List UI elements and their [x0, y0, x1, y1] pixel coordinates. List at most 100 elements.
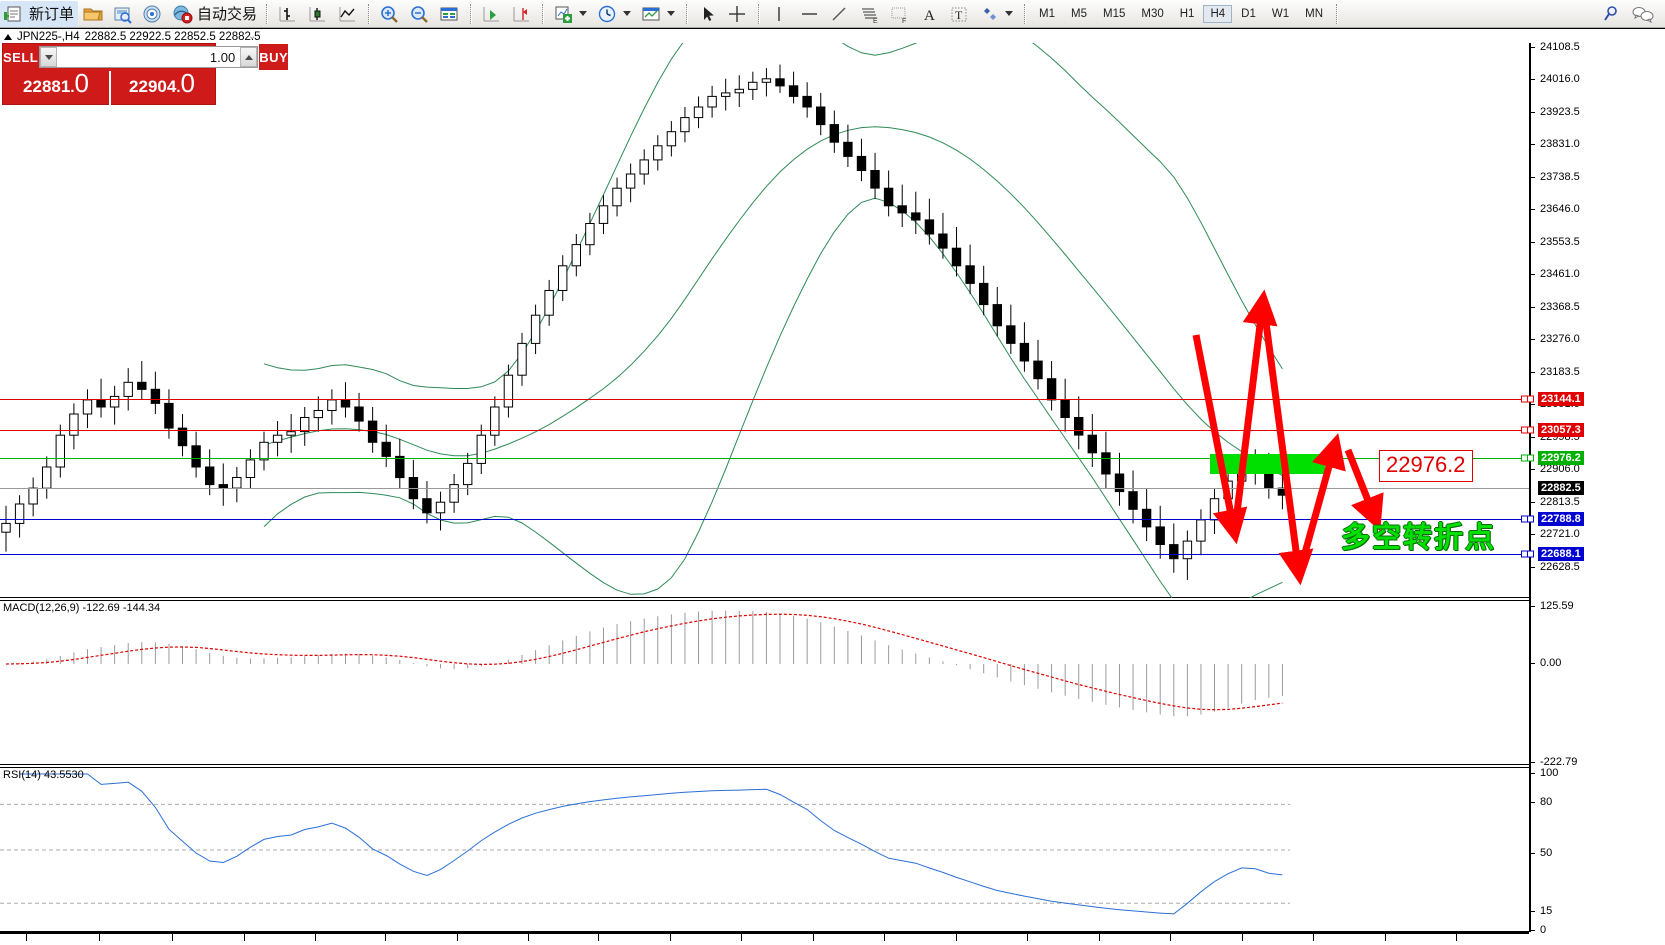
price-scale-tick-label: 22721.0	[1540, 528, 1580, 540]
level-line-support-1[interactable]	[0, 519, 1529, 520]
time-tick-mark	[243, 934, 245, 941]
zoom-out-button[interactable]	[405, 1, 435, 27]
print-preview-button[interactable]	[108, 1, 138, 27]
buy-price[interactable]: 22904 . 0	[109, 70, 215, 104]
scale-tag-resistance-1[interactable]: 23144.1	[1538, 392, 1584, 406]
symbol-ohlc: 22882.5 22922.5 22852.5 22882.5	[84, 31, 261, 43]
volume-stepper[interactable]	[39, 46, 259, 68]
timeframe-m30[interactable]: M30	[1141, 7, 1164, 20]
crosshair-button[interactable]	[723, 1, 753, 27]
timeframe-mn[interactable]: MN	[1305, 7, 1323, 20]
search-button[interactable]	[1597, 1, 1627, 27]
indicators-icon	[553, 4, 575, 24]
shapes-button[interactable]	[975, 1, 1019, 27]
scale-tag-resistance-2[interactable]: 23057.3	[1538, 423, 1584, 437]
one-click-trading-panel[interactable]: SELL BUY 22881 . 0 22904 . 0	[2, 43, 289, 105]
scale-tag-handle[interactable]	[1527, 426, 1534, 434]
buy-price-dot: .	[176, 79, 181, 96]
level-line-resistance-2[interactable]	[0, 430, 1529, 431]
trade-panel-divider	[109, 71, 111, 105]
scale-tag-support-2[interactable]: 22688.1	[1538, 547, 1584, 561]
zoom-in-button[interactable]	[375, 1, 405, 27]
target-button[interactable]	[138, 1, 168, 27]
scale-tag-current-bid[interactable]: 22882.5	[1538, 481, 1584, 495]
volume-increase-button[interactable]	[240, 47, 258, 67]
level-line-support-2[interactable]	[0, 554, 1529, 555]
time-tick-mark	[598, 934, 600, 941]
chat-button[interactable]	[1627, 1, 1657, 27]
new-order-button[interactable]: 新订单	[0, 0, 79, 27]
timeframe-h4[interactable]: H4	[1203, 4, 1233, 23]
scale-tag-pivot-green[interactable]: 22976.2	[1538, 451, 1584, 465]
collapse-triangle-icon[interactable]	[4, 34, 12, 40]
hline-button[interactable]	[795, 1, 825, 27]
indicators-button[interactable]	[549, 1, 593, 27]
trade-panel-top-row: SELL BUY	[3, 44, 289, 70]
scale-tick-mark	[1531, 437, 1535, 438]
scale-tag-handle[interactable]	[1527, 454, 1534, 462]
macd-canvas	[5, 610, 1283, 717]
templates-caret-icon[interactable]	[667, 11, 676, 16]
chinese-annotation-label: 多空转折点	[1341, 520, 1497, 554]
sell-price[interactable]: 22881 . 0	[3, 70, 109, 104]
price-scale[interactable]: 24108.5 24016.0 23923.5 23831.0 23738.5 23646…	[1527, 41, 1665, 936]
timeframe-m1[interactable]: M1	[1039, 7, 1056, 20]
volume-decrease-button[interactable]	[40, 47, 58, 67]
scale-tag-handle[interactable]	[1527, 550, 1534, 558]
candlestick-chart-button[interactable]	[303, 1, 333, 27]
scale-tick-mark	[1531, 502, 1535, 503]
buy-button[interactable]: BUY	[259, 44, 289, 70]
templates-button[interactable]	[637, 1, 681, 27]
rsi-pane[interactable]: RSI(14) 43.5530	[0, 767, 1529, 932]
fibo-button[interactable]: E	[855, 1, 885, 27]
timeframe-m15[interactable]: M15	[1103, 7, 1126, 20]
autotrade-button[interactable]: 自动交易	[168, 1, 261, 27]
scale-tag-handle[interactable]	[1527, 395, 1534, 403]
macd-scale-tick-label: 125.59	[1540, 600, 1574, 612]
scale-tick-mark	[1531, 606, 1535, 607]
chart-area[interactable]: JPN225-,H4 22882.5 22922.5 22852.5 22882…	[0, 28, 1665, 945]
period-button[interactable]	[593, 1, 637, 27]
scale-tag-handle[interactable]	[1527, 515, 1534, 523]
chart-shift-button[interactable]	[507, 1, 537, 27]
sell-price-main: 22881	[23, 77, 71, 96]
clock-icon	[597, 4, 619, 24]
scale-tag-support-1[interactable]: 22788.8	[1538, 512, 1584, 526]
timeframe-m5[interactable]: M5	[1071, 7, 1087, 20]
svg-text:E: E	[873, 18, 878, 24]
level-line-current-bid[interactable]	[0, 488, 1529, 489]
shapes-caret-icon[interactable]	[1005, 11, 1014, 16]
volume-input[interactable]	[57, 47, 241, 67]
fibo-channel-button[interactable]: F	[885, 1, 915, 27]
price-pane[interactable]: 22976.2 多空转折点	[0, 43, 1529, 598]
text-label-button[interactable]: T	[945, 1, 975, 27]
vline-button[interactable]	[765, 1, 795, 27]
folder-button[interactable]	[78, 1, 108, 27]
scale-tick-mark	[1531, 177, 1535, 178]
scale-tick-mark	[1531, 307, 1535, 308]
time-tick-mark	[669, 934, 671, 941]
rsi-scale-tick-label: 50	[1540, 847, 1553, 859]
bar-chart-button[interactable]	[273, 1, 303, 27]
text-button[interactable]: A	[915, 1, 945, 27]
line-chart-button[interactable]	[333, 1, 363, 27]
time-axis[interactable]: 24 Dec 201926 Dec 00:0027 Dec 10:5530 De…	[0, 932, 1529, 945]
trendline-button[interactable]	[825, 1, 855, 27]
cursor-button[interactable]	[693, 1, 723, 27]
timeframe-h1[interactable]: H1	[1179, 7, 1195, 20]
price-scale-tick-label: 23183.5	[1540, 366, 1580, 378]
level-line-resistance-1[interactable]	[0, 399, 1529, 400]
timeframe-d1[interactable]: D1	[1241, 7, 1256, 20]
sell-button[interactable]: SELL	[3, 44, 39, 70]
scale-tick-mark	[1531, 802, 1535, 803]
period-caret-icon[interactable]	[623, 11, 632, 16]
auto-scroll-button[interactable]	[477, 1, 507, 27]
indicators-caret-icon[interactable]	[579, 11, 588, 16]
autotrade-icon	[172, 4, 194, 24]
scale-tick-mark	[1531, 469, 1535, 470]
macd-pane[interactable]: MACD(12,26,9) -122.69 -144.34	[0, 600, 1529, 765]
data-window-button[interactable]	[435, 1, 465, 27]
rsi-scale-tick-label: 15	[1540, 905, 1553, 917]
timeframe-w1[interactable]: W1	[1271, 7, 1290, 20]
macd-scale-tick-label: -222.79	[1540, 756, 1578, 768]
